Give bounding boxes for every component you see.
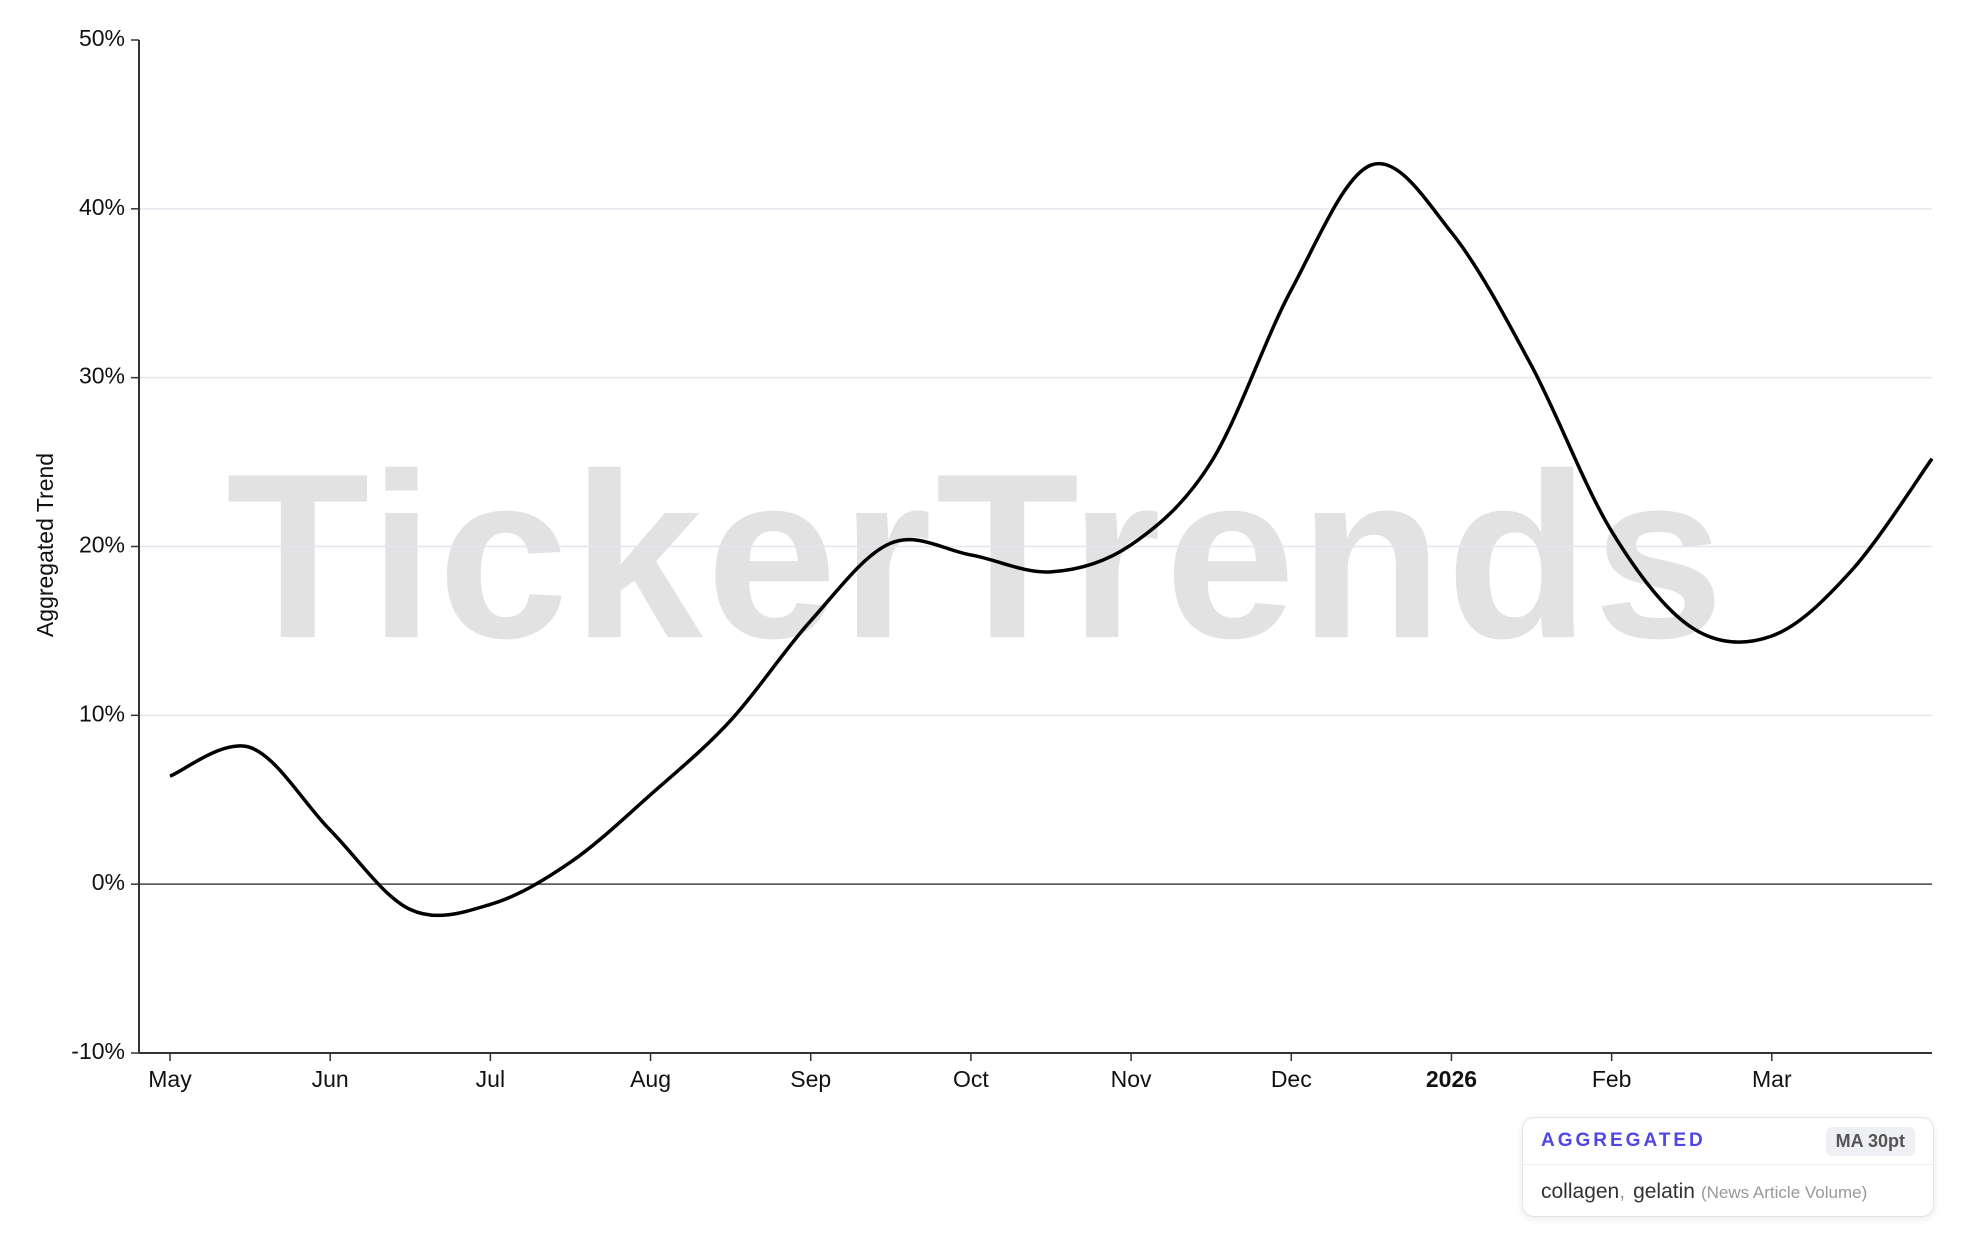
x-tick-label: Jul bbox=[476, 1066, 505, 1092]
trend-line bbox=[169, 161, 1934, 918]
legend-body: collagen , gelatin (News Article Volume) bbox=[1523, 1165, 1933, 1218]
x-tick-label: May bbox=[148, 1066, 192, 1092]
x-tick-label: Nov bbox=[1111, 1066, 1152, 1092]
y-tick-label: 0% bbox=[92, 869, 125, 895]
y-tick-label: 10% bbox=[79, 700, 125, 726]
legend-source: (News Article Volume) bbox=[1700, 1183, 1868, 1202]
legend: AGGREGATED MA 30pt collagen , gelatin (N… bbox=[1522, 1117, 1934, 1217]
legend-term: gelatin bbox=[1633, 1180, 1695, 1203]
y-axis-label: Aggregated Trend bbox=[32, 453, 58, 637]
y-tick-label: 40% bbox=[79, 194, 125, 220]
y-tick-label: 30% bbox=[79, 363, 125, 389]
x-tick-label: Mar bbox=[1752, 1066, 1792, 1092]
legend-term: collagen bbox=[1541, 1180, 1620, 1203]
legend-separator: , bbox=[1619, 1180, 1626, 1203]
x-tick-label: Aug bbox=[630, 1066, 671, 1092]
x-tick-label: 2026 bbox=[1426, 1066, 1477, 1092]
x-tick-label: Dec bbox=[1271, 1066, 1312, 1092]
x-tick-label: Jun bbox=[312, 1066, 349, 1092]
legend-tag: MA 30pt bbox=[1825, 1126, 1915, 1156]
x-tick-label: Sep bbox=[790, 1066, 831, 1092]
y-tick-label: 50% bbox=[79, 25, 125, 51]
legend-header: AGGREGATED MA 30pt bbox=[1523, 1118, 1933, 1165]
y-tick-label: 20% bbox=[79, 532, 125, 558]
y-tick-label: -10% bbox=[71, 1038, 125, 1064]
x-tick-label: Oct bbox=[953, 1066, 989, 1092]
x-tick-label: Feb bbox=[1592, 1066, 1632, 1092]
legend-badge: AGGREGATED bbox=[1541, 1130, 1706, 1151]
